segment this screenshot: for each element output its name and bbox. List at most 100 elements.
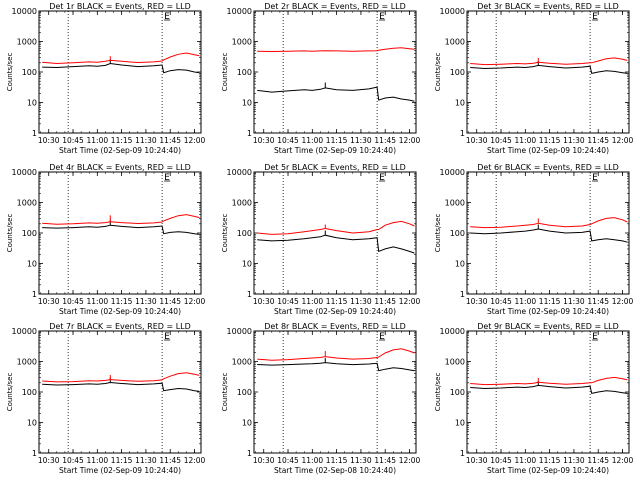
x-tick-label: 11:00 (302, 456, 324, 465)
flag-label: E (592, 332, 598, 342)
x-tick-label: 11:00 (515, 456, 537, 465)
y-tick-label: 10000 (12, 327, 37, 336)
plot-frame (38, 10, 202, 134)
y-tick-label: 10 (455, 99, 465, 108)
plot-frame (253, 171, 417, 295)
x-tick-label: 11:45 (159, 297, 181, 306)
x-tick-label: 11:15 (326, 297, 348, 306)
y-tick-label: 1 (247, 449, 252, 458)
x-tick-label: 11:30 (135, 136, 157, 145)
x-tick-label: 11:00 (302, 297, 324, 306)
y-tick-label: 10 (242, 419, 252, 428)
chart-panel-7: Det 7r BLACK = Events, RED = LLD 1 10 100 10… (6, 322, 206, 475)
x-tick-label: 11:00 (87, 297, 109, 306)
y-tick-label: 100 (450, 68, 465, 77)
x-tick-label: 11:00 (87, 136, 109, 145)
x-tick-label: 11:15 (111, 136, 133, 145)
x-tick-label: 12:00 (184, 136, 206, 145)
series-line-events (42, 381, 200, 392)
y-tick-label: 1000 (445, 199, 465, 208)
y-tick-label: 100 (237, 229, 252, 238)
y-tick-label: 1000 (17, 358, 37, 367)
series-line-events (257, 234, 415, 254)
y-tick-label: 1000 (232, 358, 252, 367)
series-line-events (470, 228, 628, 243)
x-tick-label: 10:45 (277, 136, 299, 145)
y-tick-label: 10000 (227, 7, 252, 16)
x-tick-label: 11:30 (563, 136, 585, 145)
x-tick-label: 11:45 (587, 456, 609, 465)
flag-label: E (379, 12, 385, 22)
y-axis-label: Counts/sec (434, 214, 442, 253)
plot-frame (253, 10, 417, 134)
y-tick-label: 10 (27, 99, 37, 108)
y-tick-label: 100 (450, 388, 465, 397)
x-tick-label: 11:45 (159, 136, 181, 145)
x-tick-label: 12:00 (399, 297, 421, 306)
x-tick-label: 11:30 (350, 456, 372, 465)
x-axis-label: Start Time (02-Sep-09 10:24:40) (274, 146, 396, 155)
flag-label: E (379, 332, 385, 342)
flag-label: E (164, 12, 170, 22)
y-tick-label: 10 (27, 419, 37, 428)
flag-label: E (164, 332, 170, 342)
y-tick-label: 100 (450, 229, 465, 238)
y-tick-label: 100 (237, 68, 252, 77)
x-tick-label: 10:45 (62, 297, 84, 306)
x-tick-label: 11:00 (302, 136, 324, 145)
x-tick-label: 11:15 (326, 456, 348, 465)
x-tick-label: 10:30 (38, 456, 60, 465)
x-tick-label: 10:30 (253, 456, 275, 465)
y-tick-label: 1000 (232, 38, 252, 47)
y-axis-label: Counts/sec (434, 373, 442, 412)
x-tick-label: 11:45 (374, 136, 396, 145)
series-line-lld (42, 52, 200, 65)
y-axis-label: Counts/sec (434, 53, 442, 92)
y-axis-label: Counts/sec (6, 53, 14, 92)
x-tick-label: 11:30 (350, 136, 372, 145)
x-tick-label: 11:15 (111, 297, 133, 306)
x-tick-label: 10:45 (62, 136, 84, 145)
x-tick-label: 11:15 (539, 297, 561, 306)
x-tick-label: 12:00 (399, 456, 421, 465)
x-tick-label: 10:30 (38, 136, 60, 145)
x-tick-label: 11:45 (587, 136, 609, 145)
plot-frame (466, 10, 630, 134)
x-tick-label: 12:00 (184, 297, 206, 306)
x-tick-label: 12:00 (399, 136, 421, 145)
x-tick-label: 11:30 (563, 456, 585, 465)
series-line-events (470, 384, 628, 394)
x-tick-label: 11:45 (587, 297, 609, 306)
y-tick-label: 1 (460, 290, 465, 299)
y-tick-label: 10 (455, 260, 465, 269)
y-tick-label: 1 (32, 129, 37, 138)
y-tick-label: 10 (455, 419, 465, 428)
y-tick-label: 1 (32, 449, 37, 458)
chart-panel-1: Det 1r BLACK = Events, RED = LLD 1 10 100 10… (6, 2, 206, 155)
x-axis-label: Start Time (02-Sep-09 10:24:40) (59, 146, 181, 155)
x-tick-label: 11:45 (374, 297, 396, 306)
x-tick-label: 10:45 (490, 136, 512, 145)
x-tick-label: 11:45 (374, 456, 396, 465)
series-line-events (257, 86, 415, 102)
chart-title: Det 9r BLACK = Events, RED = LLD (477, 322, 619, 331)
y-axis-label: Counts/sec (221, 214, 229, 253)
y-tick-label: 1000 (232, 199, 252, 208)
chart-title: Det 1r BLACK = Events, RED = LLD (49, 2, 191, 11)
x-tick-label: 10:45 (62, 456, 84, 465)
y-tick-label: 1 (247, 290, 252, 299)
chart-title: Det 5r BLACK = Events, RED = LLD (264, 163, 406, 172)
y-tick-label: 100 (22, 229, 37, 238)
x-axis-label: Start Time (02-Sep-09 10:24:40) (59, 466, 181, 475)
y-tick-label: 1 (460, 129, 465, 138)
y-tick-label: 10000 (440, 168, 465, 177)
y-tick-label: 100 (22, 388, 37, 397)
x-tick-label: 11:15 (111, 456, 133, 465)
y-tick-label: 10000 (227, 327, 252, 336)
x-tick-label: 11:15 (539, 136, 561, 145)
x-tick-label: 11:00 (515, 297, 537, 306)
x-tick-label: 10:45 (277, 456, 299, 465)
flag-label: E (164, 173, 170, 183)
y-tick-label: 10000 (440, 7, 465, 16)
series-line-lld (257, 220, 415, 235)
